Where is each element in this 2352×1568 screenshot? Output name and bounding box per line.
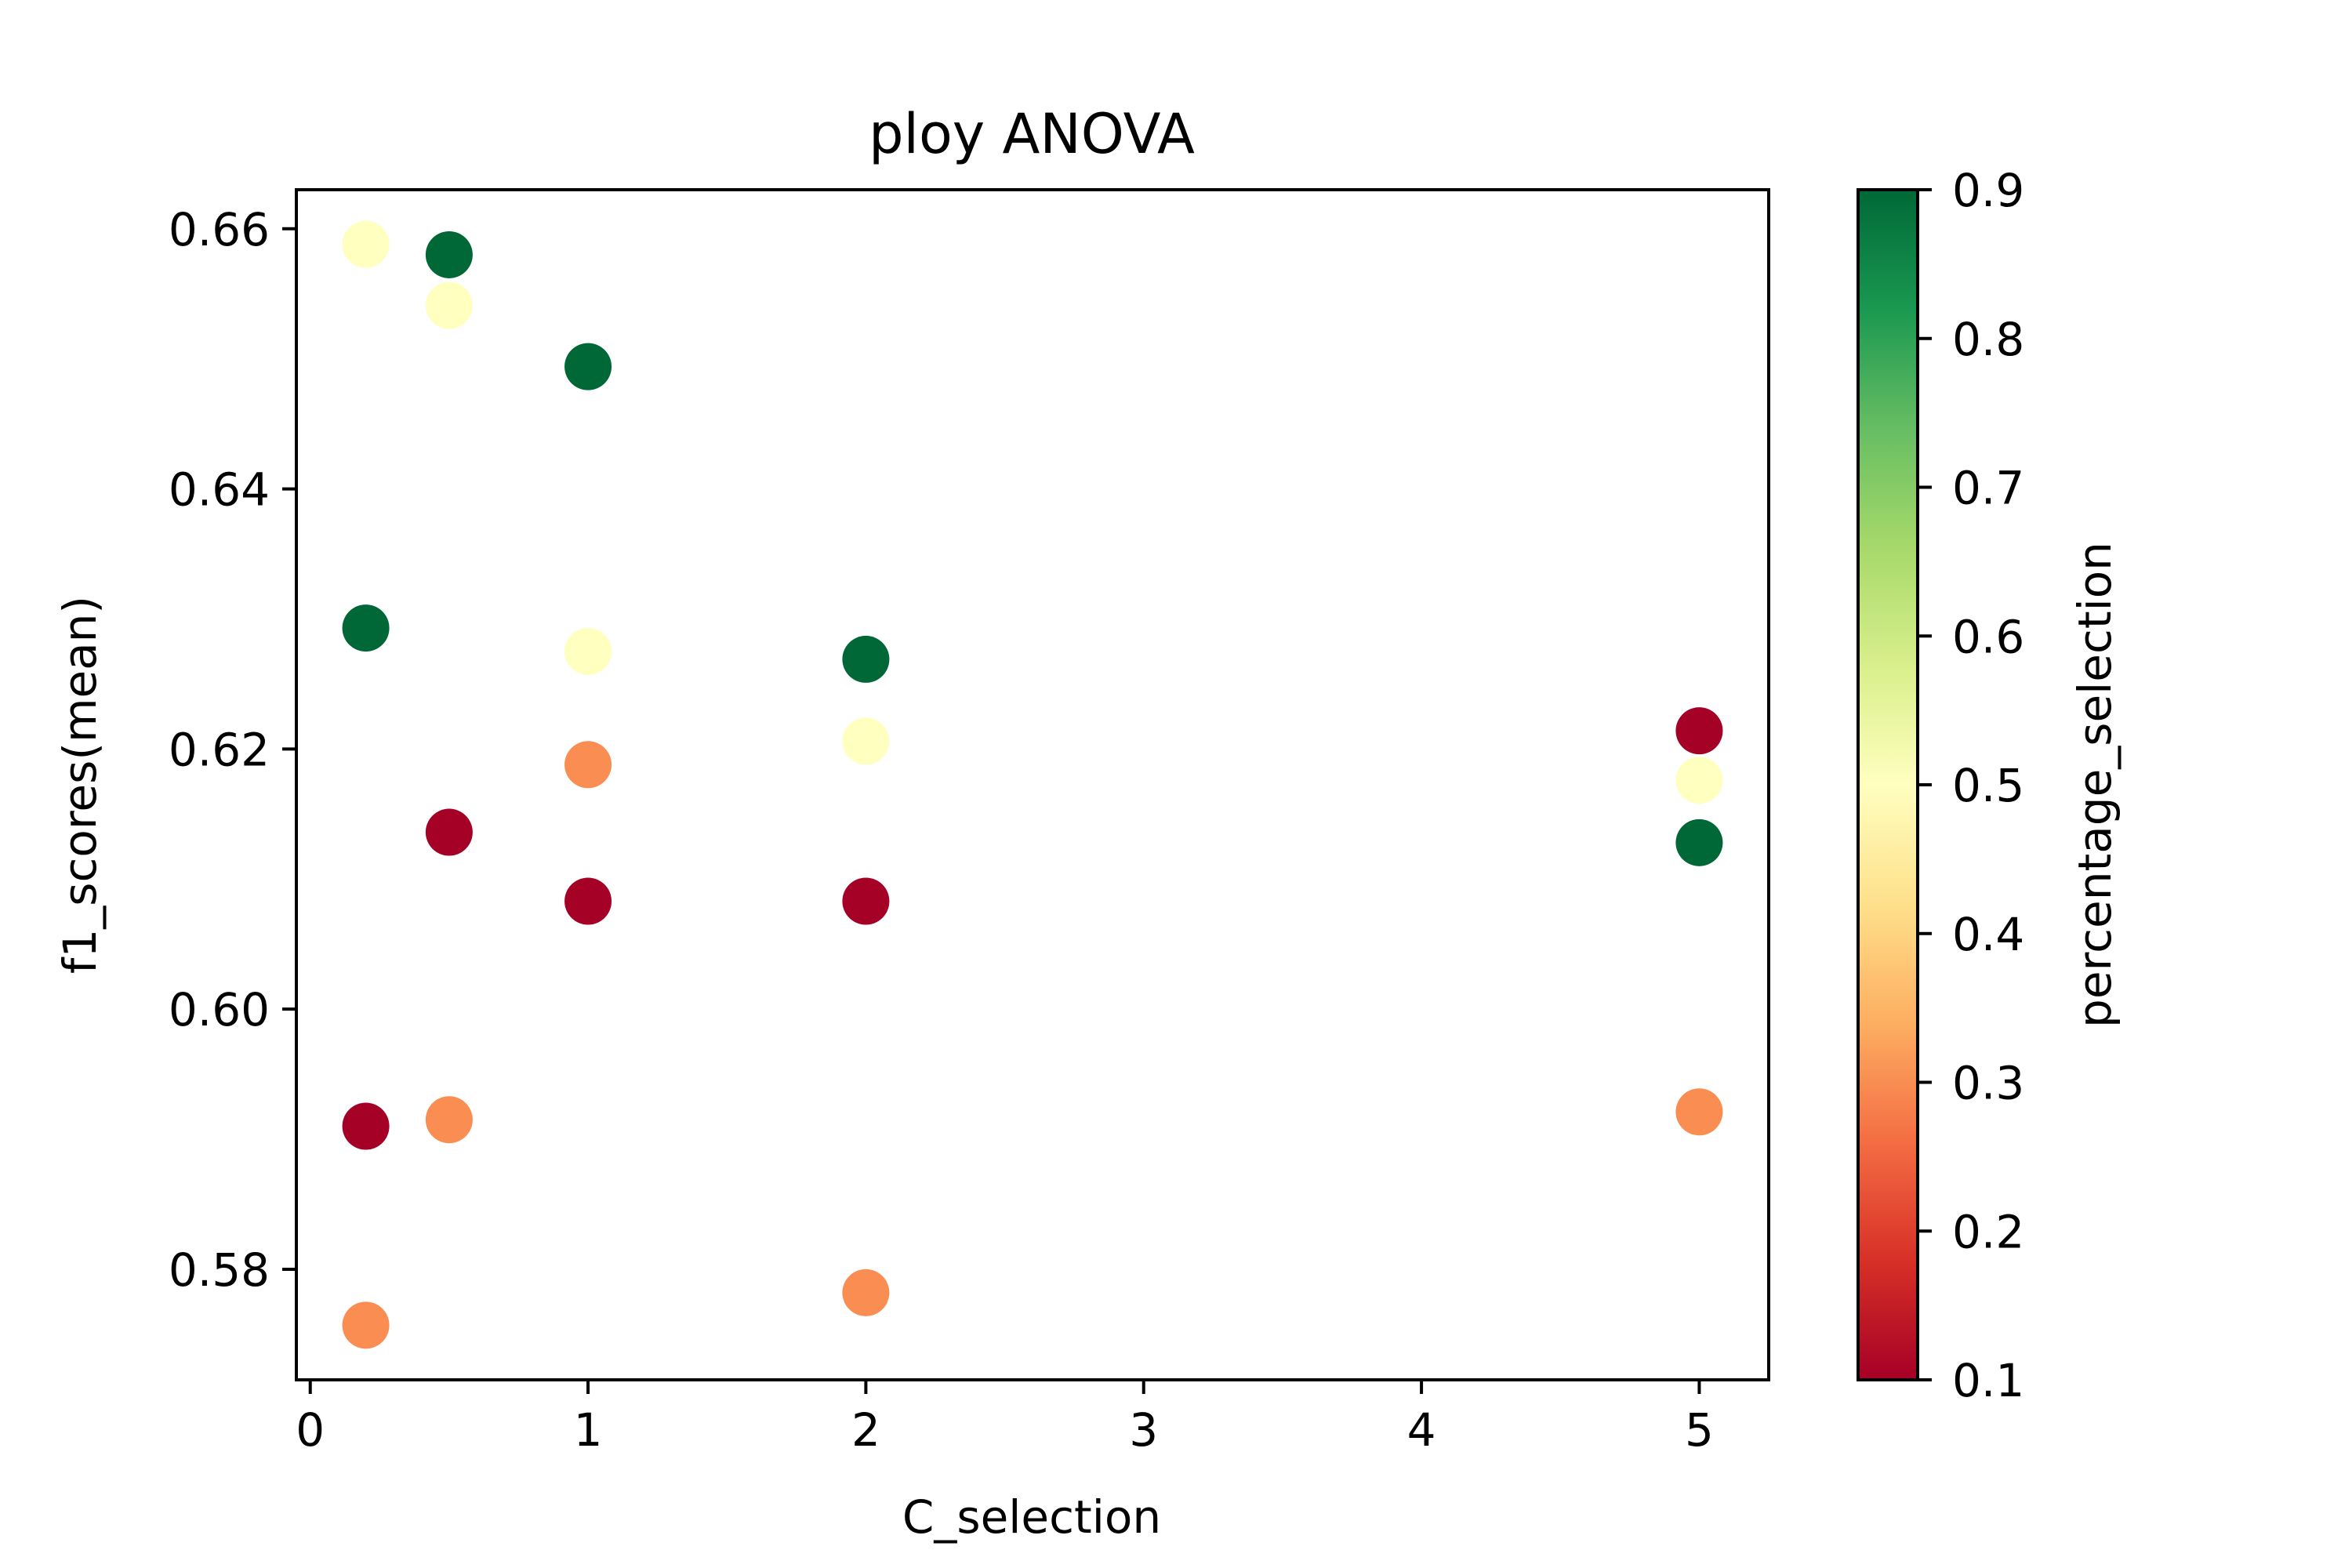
data-point [564, 741, 612, 789]
colorbar-tick-label: 0.8 [1952, 313, 2024, 366]
plot-frame [295, 188, 1770, 1381]
data-point [564, 343, 612, 390]
x-axis: 0 1 2 3 4 5 [296, 1380, 1714, 1457]
y-tick-label: 0.62 [169, 723, 270, 776]
colorbar-gradient [1857, 188, 1919, 1381]
colorbar-tick-label: 0.9 [1952, 164, 2024, 217]
y-tick-label: 0.64 [169, 463, 270, 517]
chart-title: ploy ANOVA [869, 102, 1195, 166]
data-point [342, 220, 390, 268]
plot-area [295, 188, 1770, 1381]
colorbar-tick-label: 0.2 [1952, 1205, 2024, 1258]
colorbar-label: percentage_selection [2068, 542, 2122, 1028]
colorbar-tick-label: 0.5 [1952, 759, 2024, 812]
data-point [842, 877, 890, 925]
x-tick-label: 2 [851, 1403, 880, 1457]
y-tick-label: 0.58 [169, 1243, 270, 1297]
data-point [842, 635, 890, 683]
colorbar-tick-label: 0.3 [1952, 1057, 2024, 1110]
data-point [1675, 707, 1723, 755]
data-point [564, 627, 612, 675]
colorbar-tick-label: 0.4 [1952, 908, 2024, 961]
data-point [425, 281, 473, 329]
colorbar-ticks: 0.1 0.2 0.3 0.4 0.5 0.6 0.7 0.8 0.9 [1918, 164, 2024, 1407]
y-axis: 0.58 0.60 0.62 0.64 0.66 [169, 203, 296, 1297]
x-axis-label: C_selection [902, 1490, 1161, 1544]
x-tick-label: 5 [1685, 1403, 1714, 1457]
data-point [425, 230, 473, 278]
colorbar-tick-label: 0.1 [1952, 1354, 2024, 1407]
data-point [1675, 757, 1723, 804]
x-tick-label: 3 [1129, 1403, 1158, 1457]
data-point [425, 808, 473, 856]
y-tick-label: 0.66 [169, 203, 270, 256]
colorbar-tick-label: 0.6 [1952, 610, 2024, 663]
data-point [842, 717, 890, 765]
data-points [342, 220, 1723, 1349]
data-point [842, 1269, 890, 1316]
x-tick-label: 1 [574, 1403, 603, 1457]
y-axis-label: f1_scores(mean) [53, 596, 107, 974]
x-tick-label: 0 [296, 1403, 325, 1457]
data-point [425, 1096, 473, 1144]
data-point [1675, 1088, 1723, 1136]
y-tick-label: 0.60 [169, 983, 270, 1036]
data-point [1675, 818, 1723, 866]
data-point [342, 1102, 390, 1150]
data-point [342, 604, 390, 652]
data-point [342, 1301, 390, 1349]
data-point [564, 877, 612, 925]
x-tick-label: 4 [1407, 1403, 1436, 1457]
colorbar-tick-label: 0.7 [1952, 462, 2024, 515]
colorbar: 0.1 0.2 0.3 0.4 0.5 0.6 0.7 0.8 0.9 [1857, 164, 2024, 1407]
